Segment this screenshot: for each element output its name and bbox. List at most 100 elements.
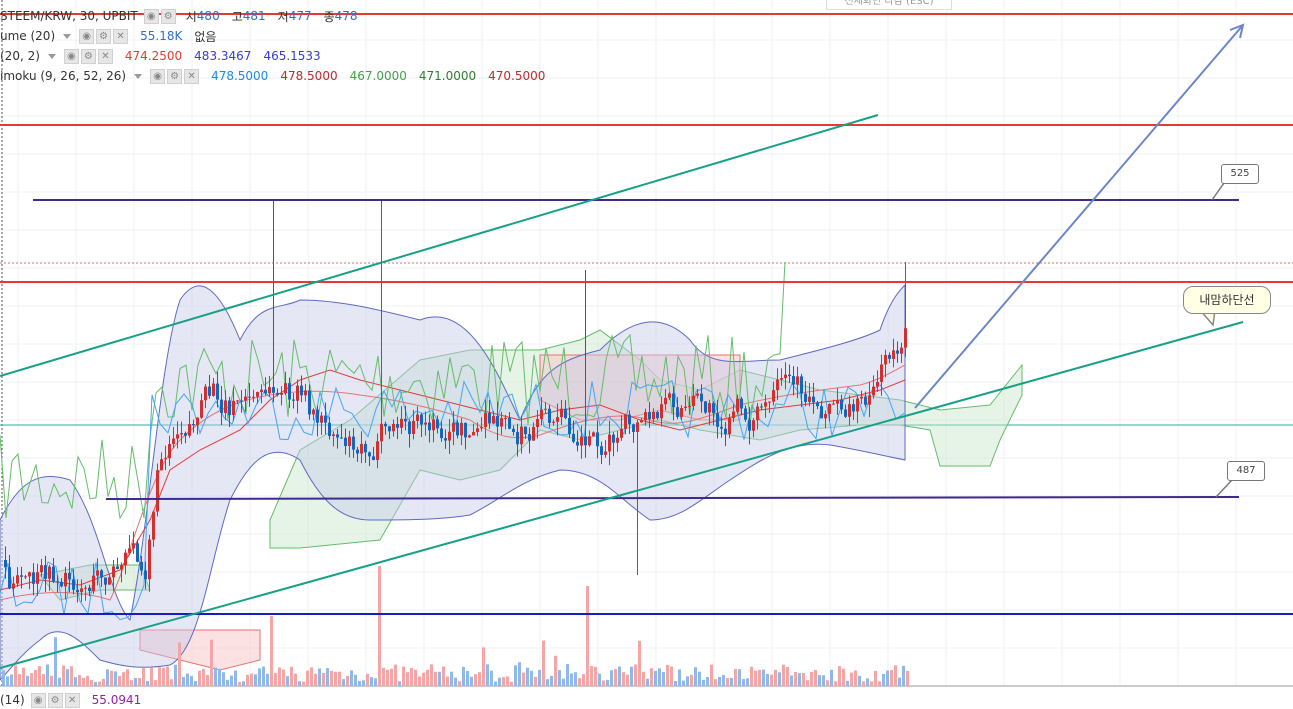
volume-bar — [310, 667, 313, 686]
candle-body — [672, 393, 675, 408]
candle-body — [804, 393, 807, 402]
candle-body — [252, 396, 255, 398]
close-icon[interactable]: ✕ — [64, 692, 80, 708]
candle-body — [604, 451, 607, 455]
candle-body — [780, 378, 783, 380]
volume-bar — [466, 670, 469, 686]
eye-icon[interactable]: ◉ — [143, 8, 159, 24]
candle-body — [192, 424, 195, 426]
volume-bar — [694, 667, 697, 686]
eye-icon[interactable]: ◉ — [79, 28, 95, 44]
chevron-down-icon[interactable] — [63, 33, 72, 39]
candle-body — [792, 376, 795, 385]
price-label-lower[interactable]: 487 — [1227, 461, 1265, 481]
volume-bar — [590, 665, 593, 686]
candle-body — [560, 408, 563, 418]
volume-legend[interactable]: ume (20) ◉ ⚙ ✕ 55.18K 없음 — [0, 27, 228, 45]
volume-bar — [142, 667, 145, 686]
volume-bar — [462, 666, 465, 686]
candle-body — [92, 575, 95, 592]
candle-body — [500, 418, 503, 427]
volume-bar — [678, 669, 681, 686]
candle-body — [608, 434, 611, 452]
volume-bar — [150, 667, 153, 686]
candle-body — [520, 426, 523, 445]
candle-body — [532, 426, 535, 441]
gear-icon[interactable]: ⚙ — [167, 68, 183, 84]
candle-body — [232, 400, 235, 416]
candle-body — [616, 437, 619, 443]
fullscreen-exit-hint[interactable]: 전체화면 나감 (ESC) — [826, 0, 952, 10]
volume-bar — [478, 672, 481, 686]
gear-icon[interactable]: ⚙ — [160, 8, 176, 24]
candle-body — [504, 417, 507, 419]
gear-icon[interactable]: ⚙ — [80, 48, 96, 64]
candle-body — [776, 379, 779, 391]
candle-body — [496, 416, 499, 427]
ichimoku-legend[interactable]: imoku (9, 26, 52, 26) ◉ ⚙ ✕ 478.5000 478… — [0, 67, 557, 85]
candle-body — [752, 420, 755, 431]
bollinger-band — [0, 283, 906, 681]
bb-legend[interactable]: (20, 2) ◉ ⚙ ✕ 474.2500 483.3467 465.1533 — [0, 47, 333, 65]
candle-body — [656, 412, 659, 419]
ichimoku-conversion-line — [0, 379, 905, 621]
candle-body — [896, 350, 899, 354]
candle-body — [316, 409, 319, 423]
candle-body — [84, 587, 87, 589]
candle-body — [864, 396, 867, 405]
eye-icon[interactable]: ◉ — [63, 48, 79, 64]
candle-body — [132, 543, 135, 549]
volume-bar — [450, 671, 453, 686]
volume-bar — [294, 673, 297, 686]
volume-title: ume (20) — [0, 29, 56, 43]
chevron-down-icon[interactable] — [134, 73, 143, 79]
rsi-legend[interactable]: (14) ◉ ⚙ ✕ 55.0941 — [0, 691, 153, 709]
candle-body — [544, 408, 547, 410]
gear-icon[interactable]: ⚙ — [47, 692, 63, 708]
candle-body — [280, 393, 283, 395]
volume-bar — [406, 672, 409, 686]
volume-bar — [126, 669, 129, 686]
chevron-down-icon[interactable] — [47, 53, 56, 59]
volume-bar — [330, 670, 333, 686]
annotation-note[interactable]: 내맘하단선 — [1183, 286, 1271, 314]
candle-body — [668, 393, 671, 398]
candle-body — [860, 396, 863, 399]
volume-bar — [806, 680, 809, 686]
price-label-upper[interactable]: 525 — [1221, 164, 1259, 184]
volume-bar — [322, 673, 325, 686]
volume-bar — [130, 680, 133, 686]
volume-bar — [610, 670, 613, 686]
volume-bar — [42, 674, 45, 686]
candle-body — [392, 423, 395, 432]
volume-bar — [526, 667, 529, 686]
volume-bar — [46, 664, 49, 686]
candle-body — [576, 441, 579, 446]
close-icon[interactable]: ✕ — [184, 68, 200, 84]
volume-bar — [782, 664, 785, 686]
volume-bar — [594, 666, 597, 686]
bb-title: (20, 2) — [0, 49, 40, 63]
volume-bar — [374, 678, 377, 686]
volume-bar — [626, 674, 629, 686]
candle-body — [368, 452, 371, 457]
volume-bar — [890, 670, 893, 686]
volume-bar — [530, 670, 533, 686]
volume-bar — [226, 679, 229, 686]
volume-bar — [614, 669, 617, 686]
ichimoku-lagging-value: 467.0000 — [349, 69, 407, 83]
eye-icon[interactable]: ◉ — [150, 68, 166, 84]
candle-body — [652, 412, 655, 420]
volume-bar — [866, 678, 869, 686]
candle-body — [620, 428, 623, 438]
close-icon[interactable]: ✕ — [97, 48, 113, 64]
close-icon[interactable]: ✕ — [113, 28, 129, 44]
volume-bar — [506, 676, 509, 686]
candle-body — [708, 403, 711, 413]
eye-icon[interactable]: ◉ — [30, 692, 46, 708]
volume-bar — [502, 677, 505, 686]
candle-body — [20, 575, 23, 577]
gear-icon[interactable]: ⚙ — [96, 28, 112, 44]
candle-body — [44, 565, 47, 579]
